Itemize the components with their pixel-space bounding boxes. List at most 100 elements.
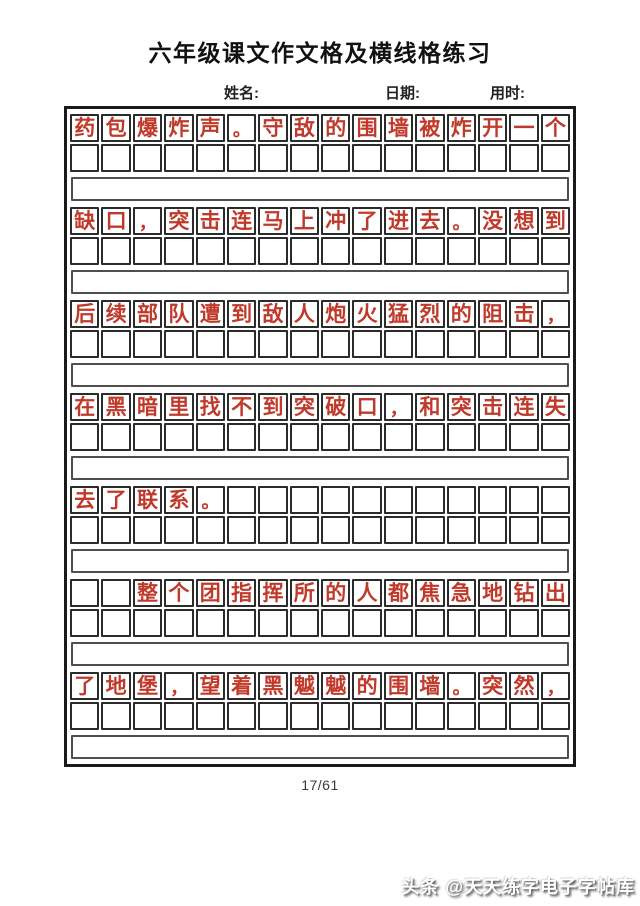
model-char-cell: 到: [226, 300, 257, 328]
practice-cell: [352, 237, 382, 265]
practice-cell: [289, 423, 319, 451]
practice-cell: [509, 423, 539, 451]
practice-cell: [132, 330, 163, 358]
practice-cell: [321, 144, 351, 172]
empty-char-cell: [477, 486, 508, 514]
model-char-cell: 阻: [477, 300, 508, 328]
model-char-cell: 炸: [446, 114, 476, 142]
model-char-cell: 敌: [289, 114, 319, 142]
practice-cell: [164, 423, 194, 451]
empty-char-cell: [415, 486, 445, 514]
practice-cell: [289, 144, 319, 172]
model-char-cell: 突: [289, 393, 319, 421]
model-char-cell: ，: [383, 393, 414, 421]
model-char-cell: 里: [164, 393, 194, 421]
model-char-cell: 出: [540, 579, 570, 607]
practice-cell: [70, 330, 100, 358]
practice-cell: [540, 423, 570, 451]
model-char-cell: 连: [509, 393, 539, 421]
model-char-cell: ，: [164, 672, 194, 700]
model-char-cell: 马: [258, 207, 288, 235]
page-number: 17/61: [301, 777, 339, 793]
practice-cell: [509, 330, 539, 358]
practice-cell: [70, 516, 100, 544]
model-char-cell: 续: [101, 300, 131, 328]
model-char-cell: 黑: [258, 672, 288, 700]
model-char-cell: 一: [509, 114, 539, 142]
model-char-cell: 去: [70, 486, 100, 514]
horizontal-line-box: [71, 549, 569, 573]
model-char-cell: 联: [132, 486, 163, 514]
practice-cell: [477, 609, 508, 637]
model-char-cell: 了: [70, 672, 100, 700]
practice-cell: [258, 702, 288, 730]
practice-cell: [132, 144, 163, 172]
practice-cell: [258, 609, 288, 637]
practice-cell: [226, 702, 257, 730]
model-char-cell: 人: [352, 579, 382, 607]
practice-cell: [101, 144, 131, 172]
model-char-cell: 。: [446, 207, 476, 235]
practice-cell: [383, 423, 414, 451]
model-char-cell: 焦: [415, 579, 445, 607]
model-char-cell: 。: [226, 114, 257, 142]
model-char-cell: 开: [477, 114, 508, 142]
empty-char-cell: [289, 486, 319, 514]
practice-cell: [289, 330, 319, 358]
model-char-cell: 墙: [383, 114, 414, 142]
model-char-cell: 缺: [70, 207, 100, 235]
practice-cell: [415, 702, 445, 730]
model-char-cell: 系: [164, 486, 194, 514]
practice-cell: [195, 330, 225, 358]
model-char-cell: 爆: [132, 114, 163, 142]
model-char-cell: 队: [164, 300, 194, 328]
model-char-cell: 上: [289, 207, 319, 235]
practice-block: 了地堡，望着黑魆魆的围墙。突然，: [70, 672, 570, 759]
model-char-cell: 口: [352, 393, 382, 421]
practice-cell: [70, 423, 100, 451]
model-char-cell: 药: [70, 114, 100, 142]
practice-cell: [321, 609, 351, 637]
horizontal-line-box: [71, 177, 569, 201]
empty-char-cell: [101, 579, 131, 607]
model-char-cell: 击: [509, 300, 539, 328]
model-char-cell: 围: [352, 114, 382, 142]
practice-cell: [415, 516, 445, 544]
practice-cell: [289, 702, 319, 730]
model-char-cell: 团: [195, 579, 225, 607]
model-char-cell: 找: [195, 393, 225, 421]
practice-cell: [321, 702, 351, 730]
model-char-cell: 个: [540, 114, 570, 142]
practice-grid-row: [70, 702, 570, 730]
practice-grid-row: [70, 330, 570, 358]
name-label: 姓名:: [224, 85, 259, 102]
model-char-cell: 都: [383, 579, 414, 607]
model-char-cell: 的: [321, 114, 351, 142]
practice-cell: [226, 609, 257, 637]
practice-cell: [258, 423, 288, 451]
model-char-cell: 部: [132, 300, 163, 328]
practice-cell: [195, 144, 225, 172]
model-char-cell: 在: [70, 393, 100, 421]
model-char-cell: 火: [352, 300, 382, 328]
empty-char-cell: [540, 486, 570, 514]
model-char-cell: 围: [383, 672, 414, 700]
model-char-cell: ，: [540, 300, 570, 328]
practice-cell: [258, 144, 288, 172]
model-char-cell: 遭: [195, 300, 225, 328]
practice-cell: [258, 516, 288, 544]
practice-cell: [540, 144, 570, 172]
horizontal-line-box: [71, 456, 569, 480]
practice-block: 去了联系。: [70, 486, 570, 573]
empty-char-cell: [226, 486, 257, 514]
practice-block: 在黑暗里找不到突破口，和突击连失: [70, 393, 570, 480]
practice-cell: [226, 330, 257, 358]
model-char-cell: 所: [289, 579, 319, 607]
practice-cell: [164, 330, 194, 358]
practice-cell: [446, 702, 476, 730]
practice-cell: [352, 702, 382, 730]
practice-cell: [540, 330, 570, 358]
practice-cell: [101, 423, 131, 451]
model-char-cell: 魆: [321, 672, 351, 700]
